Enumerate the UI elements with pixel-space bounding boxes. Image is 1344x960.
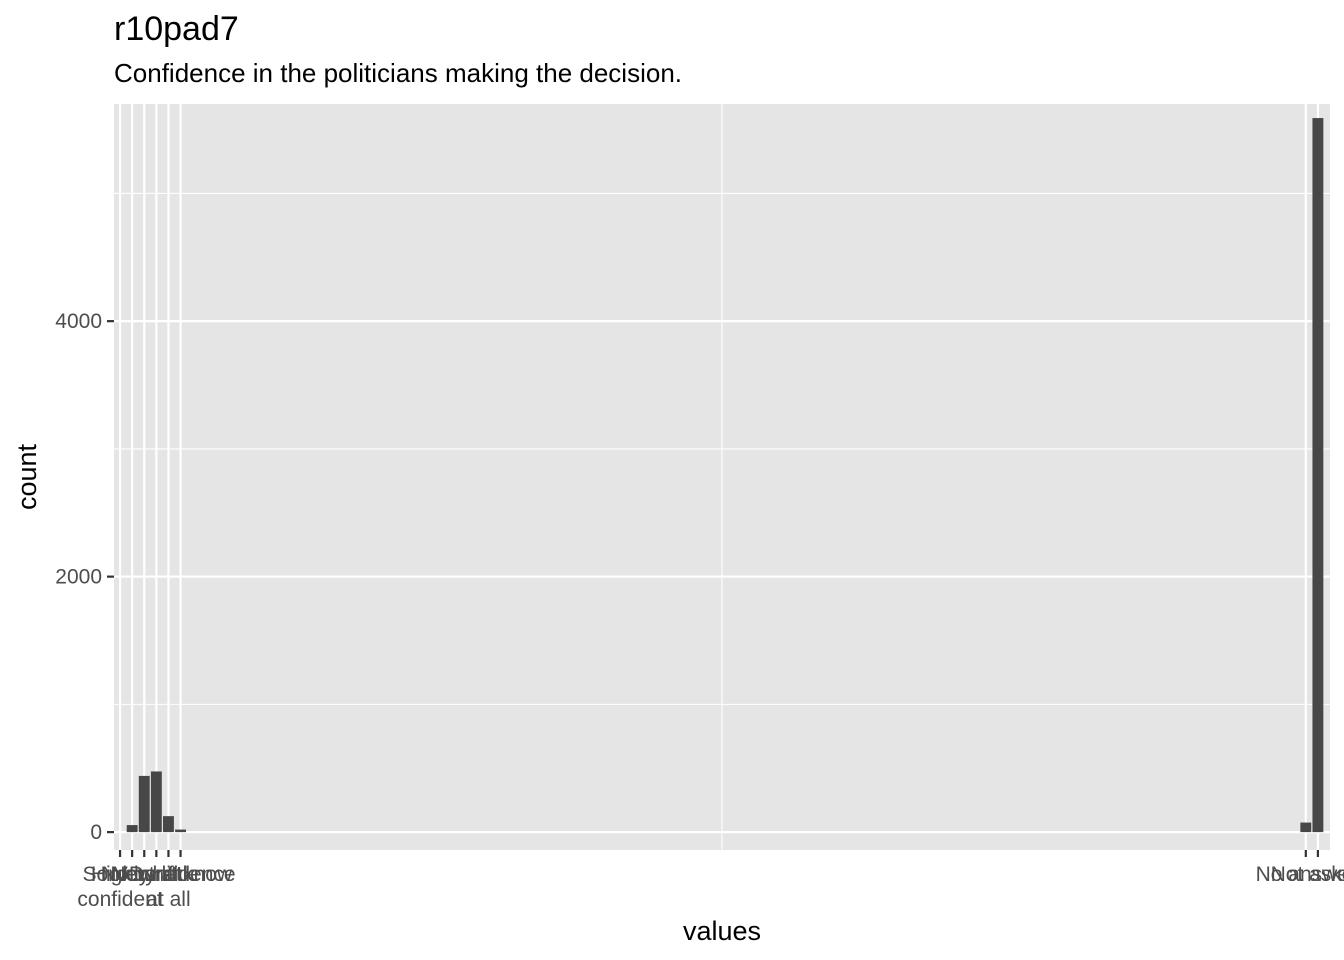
bar [150,771,162,833]
y-tick-label: 2000 [55,566,102,589]
x-tick-label: No confidence at all [101,863,235,911]
bar [1300,822,1312,833]
x-tick-label: No answer [1256,863,1344,886]
chart-title: r10pad7 [114,10,239,48]
x-tick-label: Not asked [1271,863,1344,886]
x-tick-label: Neutral [110,863,178,886]
x-tick-label: Highly confident [77,863,162,911]
bars [126,118,1324,833]
bar [175,829,186,833]
x-tick-label: Very little [114,863,199,886]
x-axis-title: values [683,916,761,946]
chart-subtitle: Confidence in the politicians making the… [114,58,682,88]
bar [138,775,150,833]
bar [126,825,138,833]
x-tick-label: Don't know [129,863,233,886]
y-axis: 0 2000 4000 [55,310,114,844]
bar [1312,118,1324,833]
bar [163,816,174,833]
x-tick-label: Somewhat [83,863,182,886]
y-tick-label: 0 [90,821,102,844]
y-axis-title: count [12,443,42,510]
y-tick-label: 4000 [55,310,102,333]
